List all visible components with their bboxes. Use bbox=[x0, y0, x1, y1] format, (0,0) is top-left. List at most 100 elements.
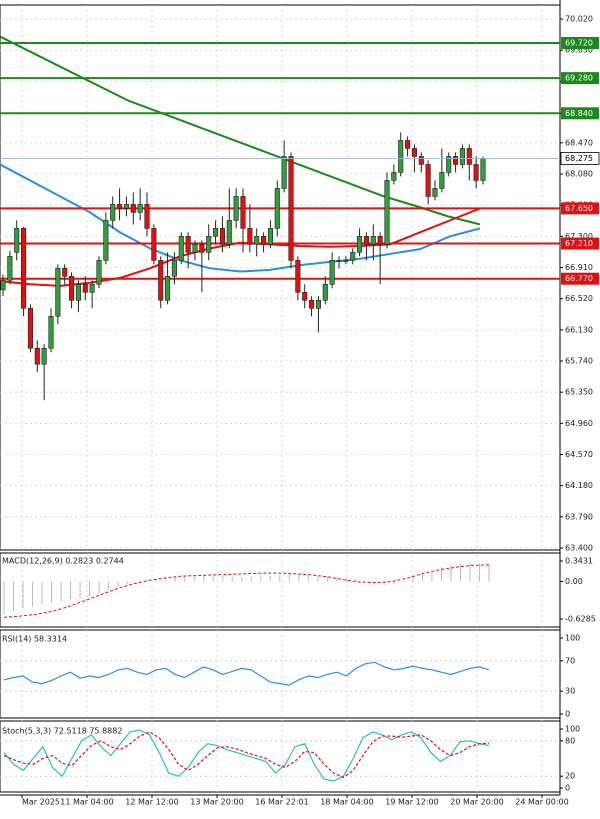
level-label: 69.720 bbox=[565, 38, 593, 47]
level-label: 66.770 bbox=[565, 274, 593, 283]
candle-body bbox=[137, 204, 143, 213]
candle-body bbox=[123, 204, 129, 209]
candle-body bbox=[261, 236, 267, 245]
candle-body bbox=[446, 156, 452, 173]
price-tick-label: 63.400 bbox=[565, 544, 593, 553]
level-label: 68.840 bbox=[565, 109, 593, 118]
rsi-tick-label: 70 bbox=[565, 656, 575, 665]
candle-body bbox=[178, 236, 184, 261]
candle-body bbox=[398, 140, 404, 173]
candle-body bbox=[41, 347, 47, 365]
candle-body bbox=[439, 172, 445, 189]
candle-body bbox=[377, 236, 383, 245]
stoch-tick-label: 0 bbox=[565, 784, 570, 793]
candle-body bbox=[288, 156, 294, 261]
ma-mid-line bbox=[0, 163, 481, 273]
candle-body bbox=[418, 156, 424, 165]
candle-body bbox=[267, 228, 273, 245]
price-tick-label: 64.180 bbox=[565, 481, 593, 490]
candle-body bbox=[171, 260, 177, 277]
candle-body bbox=[357, 236, 363, 253]
x-tick-label: 12 Mar 12:00 bbox=[125, 798, 178, 807]
price-tick-label: 65.350 bbox=[565, 388, 593, 397]
candle-body bbox=[466, 148, 472, 165]
candle-body bbox=[110, 204, 116, 221]
candle-body bbox=[89, 283, 95, 293]
candle-body bbox=[82, 283, 88, 293]
candle-body bbox=[453, 156, 459, 165]
candle-body bbox=[192, 244, 198, 253]
candle-body bbox=[27, 307, 33, 349]
candle-body bbox=[336, 260, 342, 262]
candle-body bbox=[233, 196, 239, 221]
x-tick-label: Mar 2025 bbox=[22, 798, 60, 807]
rsi-tick-label: 0 bbox=[565, 710, 570, 719]
candle-body bbox=[315, 299, 321, 309]
candle-body bbox=[343, 260, 349, 262]
candle-body bbox=[432, 188, 438, 197]
candle-body bbox=[130, 204, 136, 213]
level-label-box bbox=[561, 237, 599, 250]
candle-body bbox=[103, 220, 109, 261]
macd-tick-label: 0.3431 bbox=[565, 557, 593, 566]
candle-body bbox=[206, 236, 212, 253]
level-label: 69.280 bbox=[565, 74, 593, 83]
level-label-box bbox=[561, 36, 599, 49]
candle-body bbox=[295, 260, 301, 293]
candle-body bbox=[151, 228, 157, 261]
price-tick-label: 68.080 bbox=[565, 170, 593, 179]
price-tick-label: 66.130 bbox=[565, 325, 593, 334]
candle-body bbox=[329, 260, 335, 285]
macd-tick-label: 0.00 bbox=[565, 577, 583, 586]
candle-body bbox=[48, 315, 54, 349]
candle-body bbox=[309, 299, 315, 309]
candle-body bbox=[425, 164, 431, 197]
macd-signal-line bbox=[3, 564, 490, 618]
level-label: 67.650 bbox=[565, 204, 593, 213]
stoch-k-line bbox=[3, 729, 490, 782]
price-tick-label: 65.740 bbox=[565, 357, 593, 366]
price-tick-label: 69.630 bbox=[565, 46, 593, 55]
stoch-label: Stoch(5,3,3) 72.5118 75.8882 bbox=[2, 727, 122, 736]
x-tick-label: 20 Mar 20:00 bbox=[450, 798, 503, 807]
rsi-tick-label: 100 bbox=[565, 634, 580, 643]
candle-body bbox=[405, 140, 411, 149]
candle-body bbox=[96, 260, 102, 285]
x-tick-label: 18 Mar 04:00 bbox=[320, 798, 373, 807]
stoch-tick-label: 80 bbox=[565, 736, 575, 745]
candle-body bbox=[7, 256, 13, 281]
candle-body bbox=[158, 260, 164, 301]
ma-slow-line bbox=[0, 35, 481, 226]
candle-body bbox=[144, 204, 150, 229]
candle-body bbox=[281, 156, 287, 189]
level-label-box bbox=[561, 72, 599, 85]
candle-body bbox=[322, 283, 328, 301]
candle-body bbox=[117, 204, 123, 209]
candle-body bbox=[247, 228, 253, 245]
candle-body bbox=[55, 268, 61, 317]
level-label-box bbox=[561, 202, 599, 215]
x-tick-label: 11 Mar 04:00 bbox=[60, 798, 113, 807]
price-tick-label: 66.520 bbox=[565, 294, 593, 303]
rsi-tick-label: 30 bbox=[565, 687, 575, 696]
stoch-tick-label: 20 bbox=[565, 772, 575, 781]
candle-body bbox=[459, 148, 465, 165]
candle-body bbox=[213, 228, 219, 237]
level-label: 67.210 bbox=[565, 239, 593, 248]
stoch-d-line bbox=[3, 731, 490, 779]
price-tick-label: 66.910 bbox=[565, 263, 593, 272]
candle-body bbox=[185, 236, 191, 253]
price-tick-label: 64.960 bbox=[565, 419, 593, 428]
candle-body bbox=[226, 220, 232, 245]
x-tick-label: 16 Mar 22:01 bbox=[255, 798, 308, 807]
candle-body bbox=[473, 164, 479, 181]
candle-body bbox=[14, 228, 20, 253]
candle-body bbox=[69, 276, 75, 301]
price-tick-label: 70.020 bbox=[565, 15, 593, 24]
candle-body bbox=[391, 172, 397, 181]
level-label-box bbox=[561, 272, 599, 285]
macd-tick-label: -0.6285 bbox=[565, 615, 596, 624]
macd-label: MACD(12,26,9) 0.2823 0.2744 bbox=[2, 557, 124, 566]
